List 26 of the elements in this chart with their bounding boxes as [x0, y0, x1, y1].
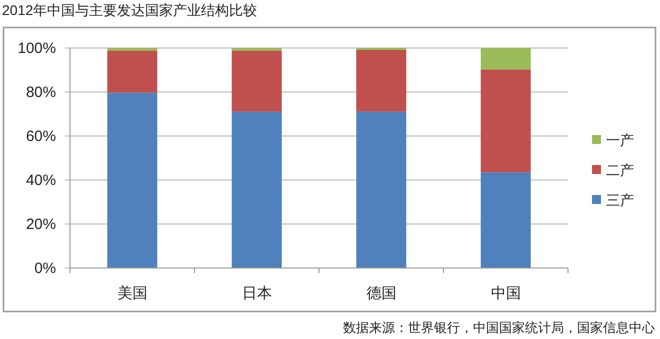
y-tick-label: 20%: [26, 216, 56, 233]
y-tick-label: 60%: [26, 128, 56, 145]
chart-title: 2012年中国与主要发达国家产业结构比较: [2, 2, 258, 18]
bar: [232, 50, 282, 112]
bar: [232, 48, 282, 51]
x-tick-label: 德国: [366, 285, 396, 302]
y-tick-label: 40%: [26, 172, 56, 189]
y-tick-label: 80%: [26, 84, 56, 101]
y-tick-label: 0%: [34, 260, 56, 277]
bar: [480, 48, 531, 70]
bar: [107, 92, 158, 268]
bar: [480, 70, 531, 172]
bar: [480, 172, 531, 268]
bar: [107, 50, 158, 93]
bar: [356, 50, 406, 112]
y-tick-label: 100%: [18, 40, 56, 57]
bar: [356, 112, 406, 268]
legend-label: 一产: [606, 132, 634, 148]
x-tick-label: 美国: [117, 285, 148, 302]
legend-label: 三产: [606, 192, 634, 208]
bar: [107, 48, 158, 51]
x-tick-label: 中国: [490, 285, 521, 302]
source-note: 数据来源：世界银行，中国国家统计局，国家信息中心: [343, 320, 655, 335]
x-tick-label: 日本: [242, 285, 272, 302]
legend-label: 二产: [606, 162, 634, 178]
bar: [232, 112, 282, 268]
